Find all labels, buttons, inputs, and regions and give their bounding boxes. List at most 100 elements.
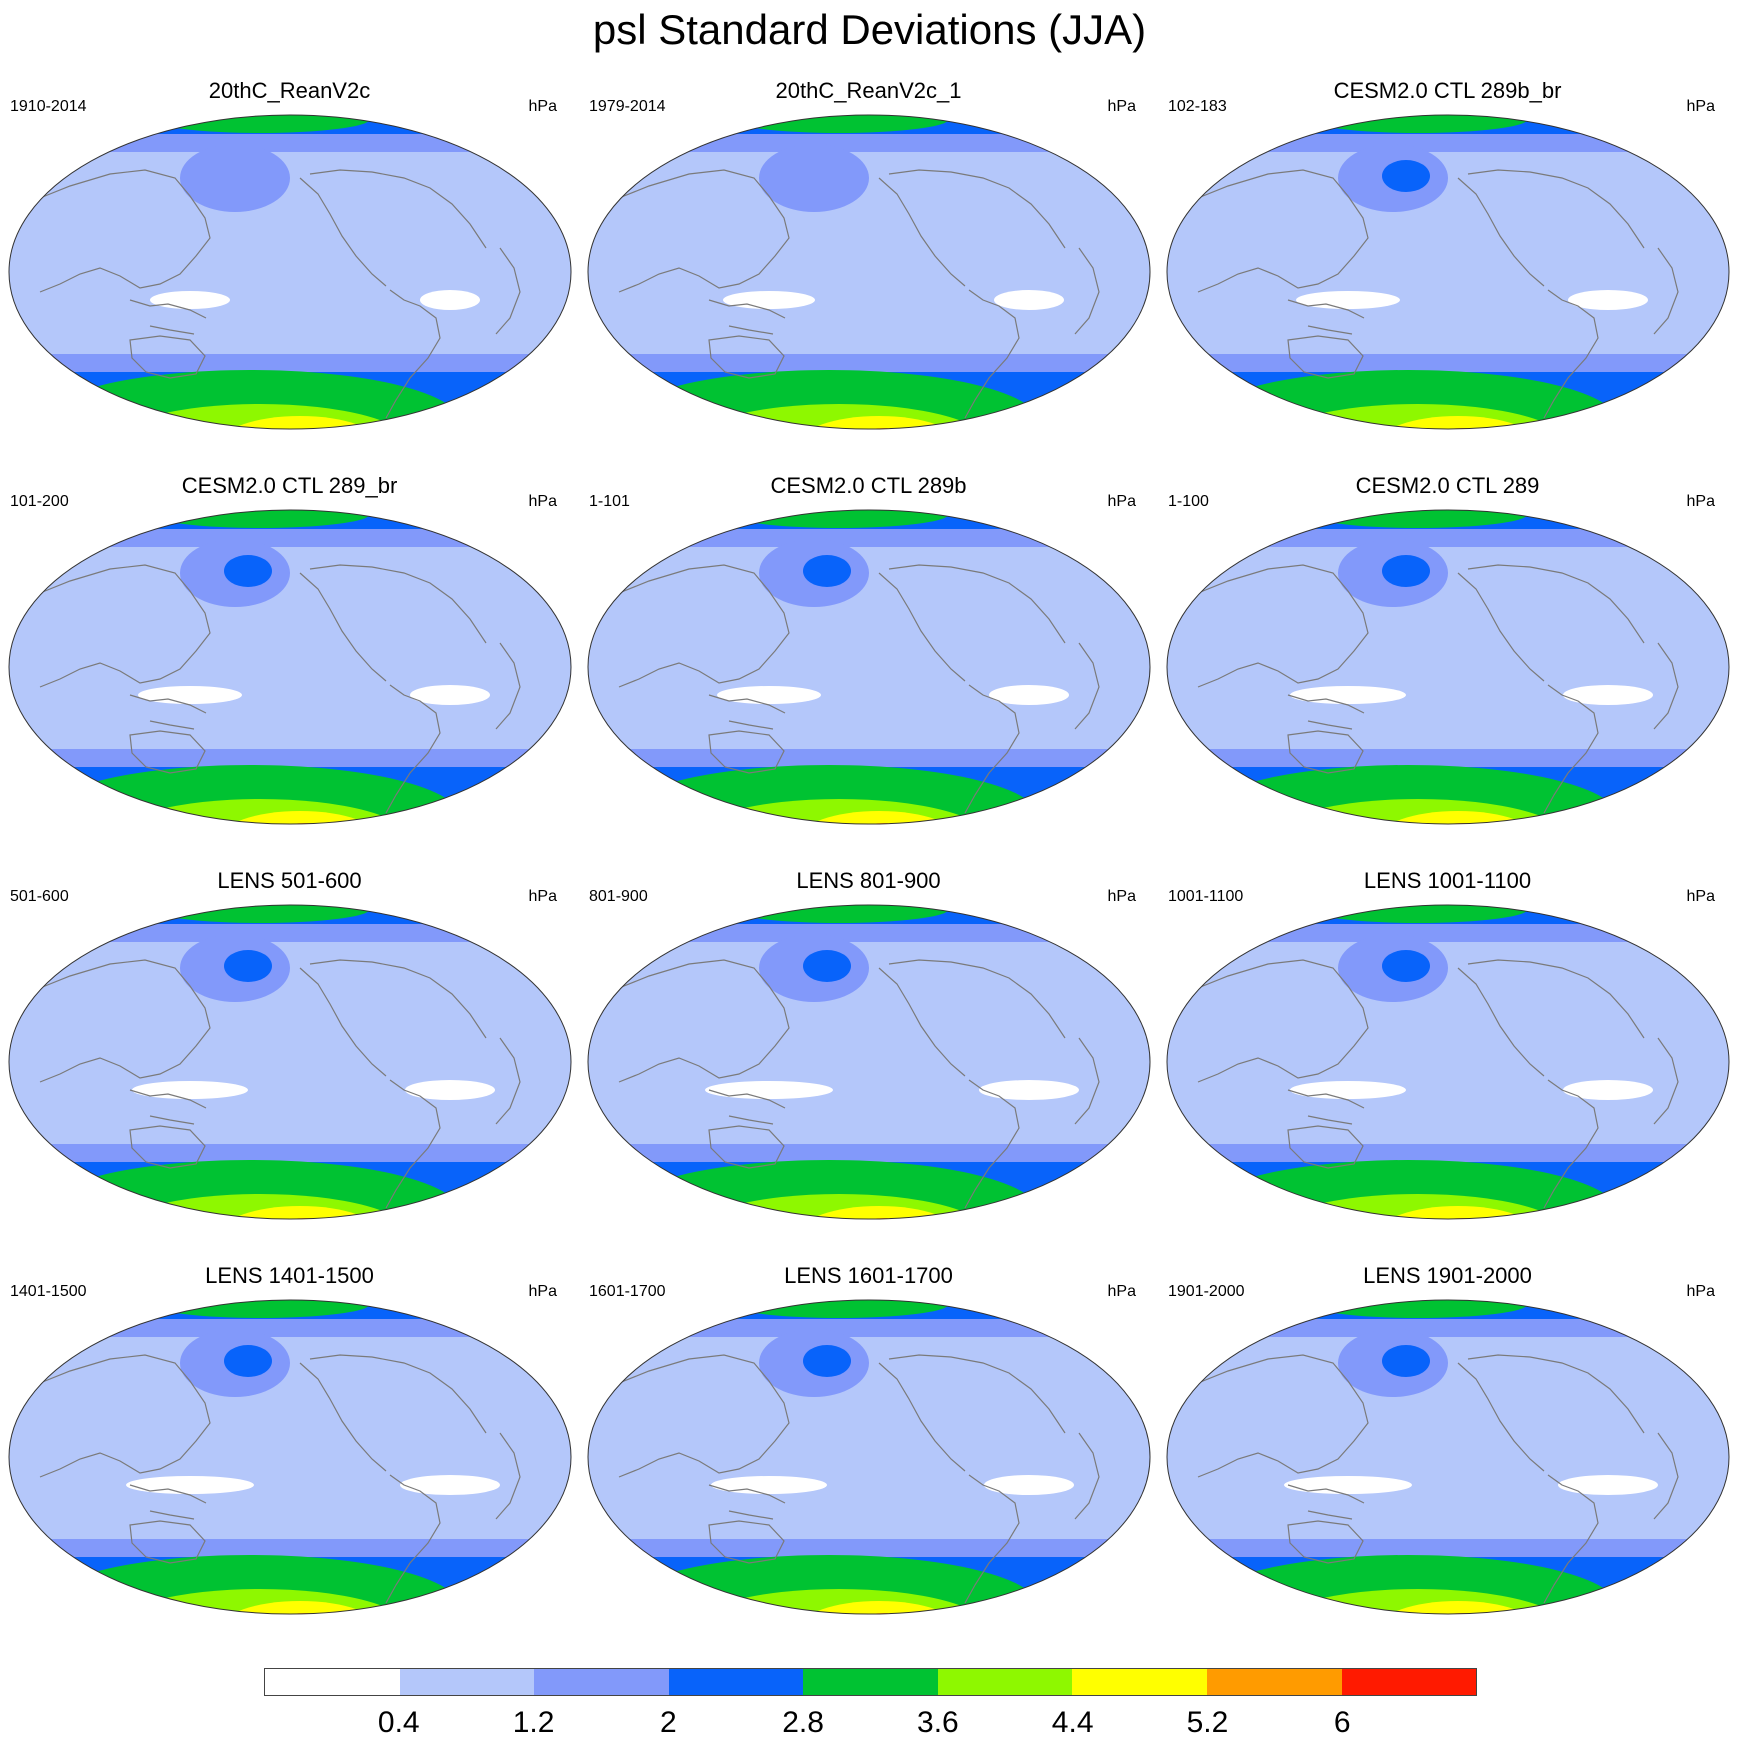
coastline <box>39 564 211 688</box>
contour-fill <box>1167 1300 1729 1635</box>
contour-band <box>729 905 949 923</box>
coastline <box>149 325 195 335</box>
map-outline <box>587 509 1151 825</box>
map-outline <box>8 904 572 1220</box>
contour-band <box>1208 1234 1388 1258</box>
map-outline <box>1166 114 1730 430</box>
colorbar-swatch <box>399 1669 535 1695</box>
panel-unit: hPa <box>1107 888 1136 905</box>
coastline <box>1457 177 1545 287</box>
coastline <box>1653 1432 1679 1520</box>
contour-band <box>729 115 949 133</box>
map-svg <box>8 904 572 1220</box>
coastline <box>129 1125 206 1169</box>
panel-years: 501-600 <box>10 888 69 905</box>
coastline <box>1268 438 1538 450</box>
contour-fill <box>588 905 1150 1258</box>
coastline <box>299 967 387 1077</box>
coastline <box>309 169 487 249</box>
coastline <box>1074 1432 1100 1520</box>
coastline <box>1543 684 1599 814</box>
main-title: psl Standard Deviations (JJA) <box>592 6 1147 53</box>
map-svg <box>1166 904 1730 1258</box>
coastline <box>309 959 487 1039</box>
contour-band <box>994 290 1064 310</box>
map-svg <box>587 509 1151 825</box>
map-panel: LENS 1601-1700 1601-1700 hPa <box>579 1263 1158 1653</box>
contour-fill <box>9 905 571 1219</box>
panel-years: 101-200 <box>10 493 69 510</box>
contour-band <box>1284 1476 1412 1494</box>
map-svg <box>587 1299 1151 1615</box>
contour-band <box>759 144 869 212</box>
coastline <box>110 1623 380 1635</box>
coastline <box>964 1474 1020 1604</box>
panel-title: CESM2.0 CTL 289b_br <box>1333 78 1562 103</box>
contour-band <box>224 950 272 982</box>
panel-unit: hPa <box>1686 493 1715 510</box>
contour-band <box>420 290 480 310</box>
coastline <box>708 730 785 774</box>
coastline <box>964 289 1020 419</box>
contour-band <box>410 685 490 705</box>
map-panel: 20thC_ReanV2c_1 1979-2014 hPa <box>579 78 1158 468</box>
contour-band <box>271 1218 339 1219</box>
panel-years: 1910-2014 <box>10 98 87 115</box>
contour-band <box>984 1475 1074 1495</box>
panel-title: 20thC_ReanV2c <box>208 78 371 103</box>
map-outline <box>8 509 572 825</box>
colorbar-swatch <box>534 1669 669 1695</box>
panel-unit: hPa <box>528 888 557 905</box>
coastline <box>39 1354 211 1478</box>
coastline <box>385 684 441 814</box>
map-svg <box>8 114 572 430</box>
contour-band <box>1558 1475 1658 1495</box>
panel-years: 1-100 <box>1168 493 1209 510</box>
coastline <box>1287 694 1365 714</box>
coastline <box>1074 247 1100 335</box>
coastline <box>1653 1037 1679 1125</box>
panel-unit: hPa <box>1686 98 1715 115</box>
contour-band <box>1429 1613 1497 1614</box>
coastline <box>299 177 387 287</box>
colorbar-labels: 0.4 1.2 2 2.8 3.6 4.4 5.2 6 <box>264 1706 1477 1739</box>
panel-unit: hPa <box>1107 98 1136 115</box>
coastline <box>385 1474 441 1604</box>
coastline <box>129 694 207 714</box>
panel-title: CESM2.0 CTL 289b <box>770 473 967 498</box>
coastline <box>964 1079 1020 1209</box>
coastline <box>1467 169 1645 249</box>
colorbar-swatch <box>1072 1669 1207 1695</box>
map-panel: LENS 1901-2000 1901-2000 hPa <box>1158 1263 1737 1653</box>
map-svg <box>8 509 572 825</box>
map-outline <box>587 114 1151 430</box>
contour-band <box>717 686 821 704</box>
contour-band <box>850 428 918 429</box>
map-svg <box>1166 1299 1730 1635</box>
contour-band <box>850 823 918 824</box>
colorbar-swatch <box>937 1669 1073 1695</box>
coastline <box>1457 572 1545 682</box>
map-svg <box>587 904 1151 1258</box>
panel-title: LENS 501-600 <box>217 868 362 893</box>
coastline <box>149 720 195 730</box>
coastline <box>299 572 387 682</box>
contour-band <box>1308 1300 1528 1318</box>
contour-band <box>224 555 272 587</box>
coastline <box>495 1037 521 1125</box>
coastline <box>1268 1623 1538 1635</box>
colorbar-tick-label: 3.6 <box>917 1706 959 1739</box>
panel-unit: hPa <box>528 493 557 510</box>
panel-years: 1601-1700 <box>589 1283 666 1300</box>
panel-title: LENS 1401-1500 <box>205 1263 374 1288</box>
coastline <box>129 1520 206 1564</box>
coastline <box>1268 833 1538 845</box>
contour-band <box>289 1619 321 1635</box>
contour-band <box>629 1234 809 1258</box>
coastline <box>1287 1484 1365 1504</box>
coastline <box>1457 967 1545 1077</box>
coastline <box>495 247 521 335</box>
map-panel: CESM2.0 CTL 289b 1-101 hPa <box>579 473 1158 863</box>
coastline <box>1197 1354 1369 1478</box>
coastline <box>1287 335 1364 379</box>
